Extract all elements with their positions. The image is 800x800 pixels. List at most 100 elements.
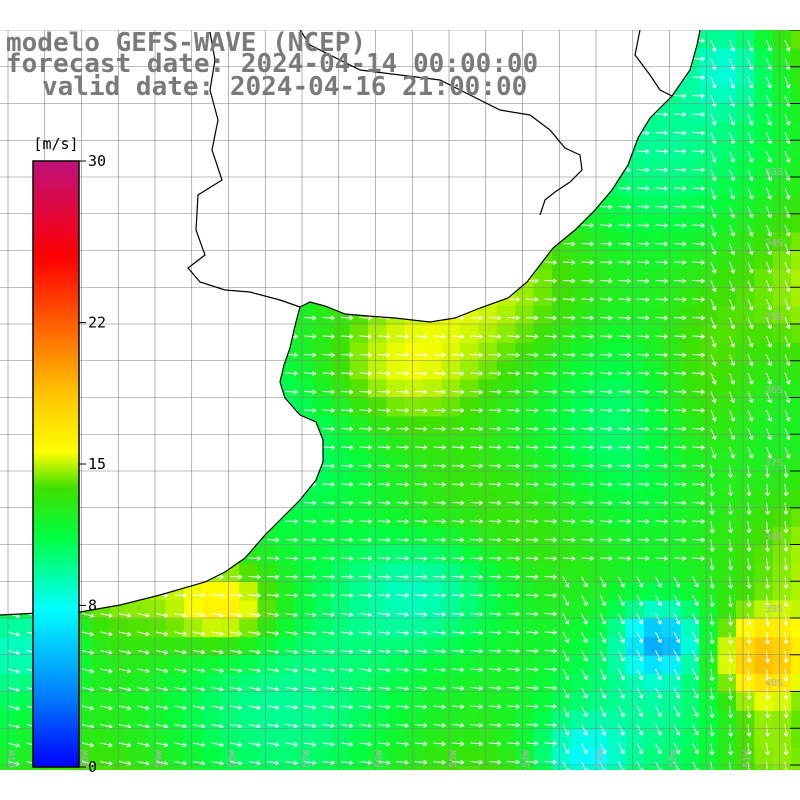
wind-speed-cell xyxy=(147,766,167,770)
wind-speed-cell xyxy=(533,747,553,767)
wind-vector-arrow xyxy=(248,705,261,710)
wind-vector-arrow xyxy=(470,333,483,339)
wind-vector-arrow xyxy=(525,574,539,580)
wind-speed-cell xyxy=(699,508,719,528)
wind-vector-arrow xyxy=(746,613,752,626)
wind-speed-cell xyxy=(515,637,535,657)
wind-vector-arrow xyxy=(692,74,705,80)
wind-speed-cell xyxy=(460,526,479,546)
wind-speed-cell xyxy=(404,398,424,417)
wind-vector-arrow xyxy=(229,686,243,692)
wind-speed-cell xyxy=(257,692,277,712)
wind-vector-arrow xyxy=(507,592,520,598)
wind-vector-arrow xyxy=(562,594,570,607)
wind-vector-arrow xyxy=(783,724,789,737)
wind-vector-arrow xyxy=(525,630,539,636)
wind-vector-arrow xyxy=(322,389,335,395)
wind-speed-cell xyxy=(478,747,498,767)
wind-speed-cell xyxy=(680,269,700,289)
wind-vector-arrow xyxy=(451,555,465,561)
wind-vector-arrow xyxy=(599,296,613,302)
wind-speed-cell xyxy=(423,563,443,583)
wind-vector-arrow xyxy=(396,760,409,765)
wind-vector-arrow xyxy=(709,705,715,719)
wind-speed-cell xyxy=(588,618,608,638)
wind-vector-arrow xyxy=(433,481,446,487)
wind-vector-arrow xyxy=(655,111,668,117)
wind-speed-cell xyxy=(349,582,369,601)
wind-vector-arrow xyxy=(322,723,335,729)
wind-speed-cell xyxy=(128,655,148,675)
wind-vector-arrow xyxy=(322,555,335,561)
wind-vector-arrow xyxy=(766,298,772,311)
wind-vector-arrow xyxy=(636,576,644,588)
wind-vector-arrow xyxy=(636,296,650,302)
wind-speed-cell xyxy=(644,250,663,270)
wind-speed-cell xyxy=(441,434,461,454)
wind-vector-arrow xyxy=(507,389,520,395)
wind-vector-arrow xyxy=(599,555,613,561)
wind-vector-arrow xyxy=(746,687,752,700)
wind-vector-arrow xyxy=(488,704,502,710)
wind-speed-cell xyxy=(55,766,75,770)
wind-vector-arrow xyxy=(470,407,483,413)
wind-speed-cell xyxy=(607,416,627,436)
wind-vector-arrow xyxy=(359,407,372,413)
wind-vector-arrow xyxy=(709,502,715,515)
wind-speed-cell xyxy=(239,655,259,675)
wind-vector-arrow xyxy=(747,224,754,237)
wind-speed-cell xyxy=(588,342,608,362)
wind-vector-arrow xyxy=(414,648,428,654)
wind-vector-arrow xyxy=(618,576,625,588)
wind-speed-cell xyxy=(644,398,663,417)
wind-vector-arrow xyxy=(747,372,754,385)
wind-speed-cell xyxy=(533,600,553,620)
wind-speed-cell xyxy=(423,582,443,601)
wind-vector-arrow xyxy=(340,518,354,524)
wind-vector-arrow xyxy=(562,613,570,625)
wind-vector-arrow xyxy=(710,243,717,256)
wind-vector-arrow xyxy=(766,243,772,256)
wind-vector-arrow xyxy=(322,649,335,655)
wind-speed-cell xyxy=(644,361,663,381)
wind-speed-cell xyxy=(331,398,351,417)
wind-speed-cell xyxy=(662,342,682,362)
wind-vector-arrow xyxy=(303,741,317,747)
wind-vector-arrow xyxy=(433,389,446,395)
wind-vector-arrow xyxy=(728,576,734,589)
wind-speed-cell xyxy=(791,729,800,749)
wind-vector-arrow xyxy=(7,705,20,711)
wind-vector-arrow xyxy=(728,687,734,700)
wind-speed-cell xyxy=(754,453,774,473)
wind-speed-cell xyxy=(257,747,277,767)
wind-speed-cell xyxy=(184,766,203,770)
wind-speed-cell xyxy=(423,361,443,381)
wind-speed-cell xyxy=(699,453,719,473)
wind-speed-cell xyxy=(294,618,314,638)
wind-vector-arrow xyxy=(525,463,539,469)
wind-speed-cell xyxy=(478,618,498,638)
wind-vector-arrow xyxy=(747,113,754,126)
wind-vector-arrow xyxy=(673,278,687,284)
wind-speed-cell xyxy=(736,508,755,528)
wind-speed-cell xyxy=(36,766,56,770)
wind-speed-cell xyxy=(736,306,755,325)
wind-vector-arrow xyxy=(581,463,594,469)
wind-vector-arrow xyxy=(746,631,752,645)
wind-vector-arrow xyxy=(303,592,317,598)
wind-vector-arrow xyxy=(636,463,650,469)
wind-vector-arrow xyxy=(525,759,539,765)
wind-speed-cell xyxy=(680,306,700,325)
wind-vector-arrow xyxy=(618,668,625,681)
wind-speed-cell xyxy=(736,416,755,436)
wind-speed-cell xyxy=(717,214,737,233)
wind-speed-cell xyxy=(625,324,645,344)
wind-speed-cell xyxy=(349,471,369,491)
wind-vector-arrow xyxy=(266,723,280,729)
wind-speed-cell xyxy=(220,710,240,730)
wind-vector-arrow xyxy=(377,741,391,747)
wind-speed-cell xyxy=(607,232,627,252)
wind-speed-cell xyxy=(607,361,627,381)
wind-vector-arrow xyxy=(137,612,150,618)
wind-speed-cell xyxy=(717,269,737,289)
